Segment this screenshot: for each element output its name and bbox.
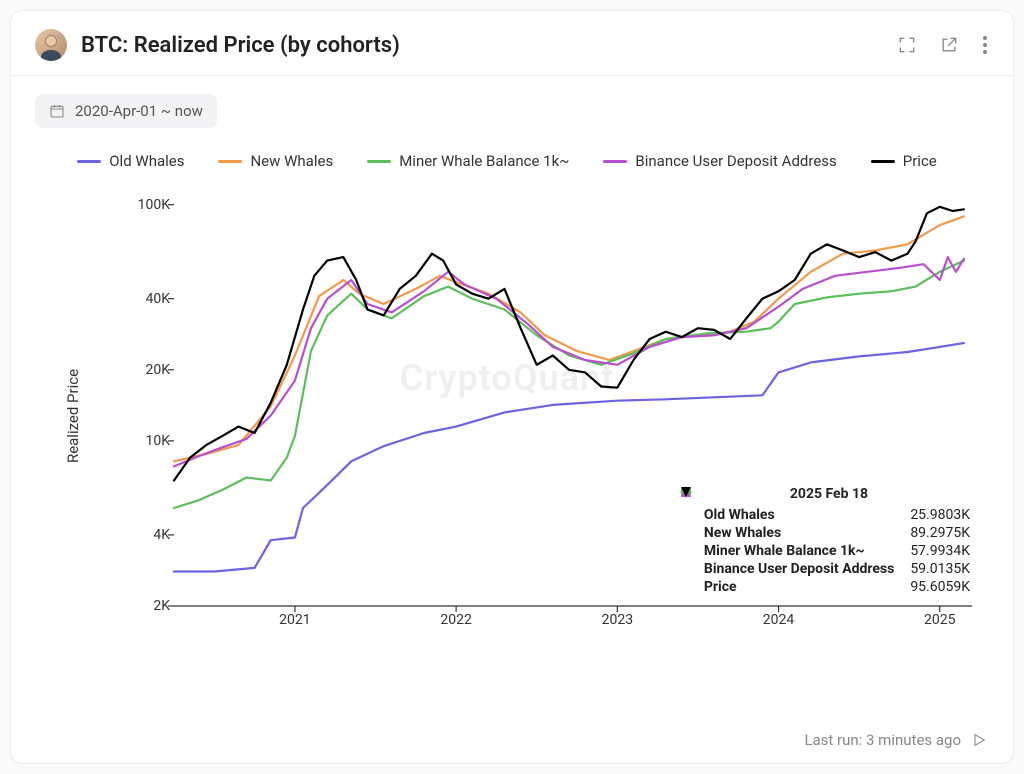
tooltip-label: Miner Whale Balance 1k~ xyxy=(696,542,902,560)
tooltip-marker xyxy=(680,578,696,596)
calendar-icon xyxy=(49,103,65,119)
date-range-picker[interactable]: 2020-Apr-01 ~ now xyxy=(35,94,217,128)
x-tick-label: 2023 xyxy=(602,612,633,628)
x-tick-label: 2025 xyxy=(924,612,955,628)
legend-swatch xyxy=(603,160,627,163)
chart-title: BTC: Realized Price (by cohorts) xyxy=(81,33,897,58)
tooltip-row: New Whales 89.2975K xyxy=(680,524,978,542)
legend-label: Miner Whale Balance 1k~ xyxy=(399,152,569,170)
legend-swatch xyxy=(218,160,242,163)
legend-label: Price xyxy=(903,152,937,170)
tooltip-value: 25.9803K xyxy=(902,506,978,524)
legend-swatch xyxy=(871,160,895,163)
footer: Last run: 3 minutes ago xyxy=(804,731,987,749)
legend-item[interactable]: Miner Whale Balance 1k~ xyxy=(367,152,569,170)
open-external-icon[interactable] xyxy=(939,35,959,55)
last-run-label: Last run: 3 minutes ago xyxy=(804,731,961,749)
author-avatar[interactable] xyxy=(35,29,67,61)
header-actions xyxy=(897,34,989,56)
chart-area: Old WhalesNew WhalesMiner Whale Balance … xyxy=(11,128,1013,656)
legend-swatch xyxy=(367,160,391,163)
legend-label: Binance User Deposit Address xyxy=(635,152,836,170)
tooltip-row: Miner Whale Balance 1k~ 57.9934K xyxy=(680,542,978,560)
legend-swatch xyxy=(77,160,101,163)
y-tick-label: 2K xyxy=(120,598,170,614)
y-tick-label: 4K xyxy=(120,527,170,543)
date-range-label: 2020-Apr-01 ~ now xyxy=(75,102,203,120)
chart-plot[interactable]: Realized Price CryptoQuant 2025 Feb 18 O… xyxy=(32,176,982,656)
tooltip-date: 2025 Feb 18 xyxy=(680,486,978,502)
x-tick-label: 2022 xyxy=(440,612,471,628)
date-range-row: 2020-Apr-01 ~ now xyxy=(11,76,1013,128)
tooltip-label: Old Whales xyxy=(696,506,902,524)
chart-legend: Old Whales New Whales Miner Whale Balance … xyxy=(31,138,983,176)
play-icon[interactable] xyxy=(971,732,987,748)
tooltip-value: 95.6059K xyxy=(902,578,978,596)
tooltip-marker xyxy=(680,560,696,578)
y-tick-label: 40K xyxy=(120,291,170,307)
tooltip-table: Old Whales 25.9803K New Whales 89.2975K … xyxy=(680,506,978,596)
chart-card: BTC: Realized Price (by cohorts) 2020-Ap… xyxy=(10,10,1014,764)
more-menu-icon[interactable] xyxy=(981,34,989,56)
legend-item[interactable]: Old Whales xyxy=(77,152,184,170)
header: BTC: Realized Price (by cohorts) xyxy=(11,11,1013,76)
x-tick-label: 2024 xyxy=(763,612,794,628)
tooltip-panel: 2025 Feb 18 Old Whales 25.9803K New Whal… xyxy=(680,486,978,596)
x-tick-label: 2021 xyxy=(279,612,310,628)
legend-item[interactable]: Binance User Deposit Address xyxy=(603,152,836,170)
tooltip-marker xyxy=(680,542,696,560)
tooltip-value: 57.9934K xyxy=(902,542,978,560)
tooltip-value: 89.2975K xyxy=(902,524,978,542)
tooltip-row: Price 95.6059K xyxy=(680,578,978,596)
legend-label: New Whales xyxy=(250,152,333,170)
legend-item[interactable]: Price xyxy=(871,152,937,170)
tooltip-value: 59.0135K xyxy=(902,560,978,578)
tooltip-row: Binance User Deposit Address 59.0135K xyxy=(680,560,978,578)
tooltip-marker xyxy=(680,524,696,542)
tooltip-marker xyxy=(680,506,696,524)
tooltip-label: New Whales xyxy=(696,524,902,542)
tooltip-row: Old Whales 25.9803K xyxy=(680,506,978,524)
legend-label: Old Whales xyxy=(109,152,184,170)
tooltip-label: Price xyxy=(696,578,902,596)
legend-item[interactable]: New Whales xyxy=(218,152,333,170)
fullscreen-icon[interactable] xyxy=(897,35,917,55)
y-tick-label: 10K xyxy=(120,433,170,449)
y-tick-label: 100K xyxy=(120,197,170,213)
tooltip-label: Binance User Deposit Address xyxy=(696,560,902,578)
y-tick-label: 20K xyxy=(120,362,170,378)
